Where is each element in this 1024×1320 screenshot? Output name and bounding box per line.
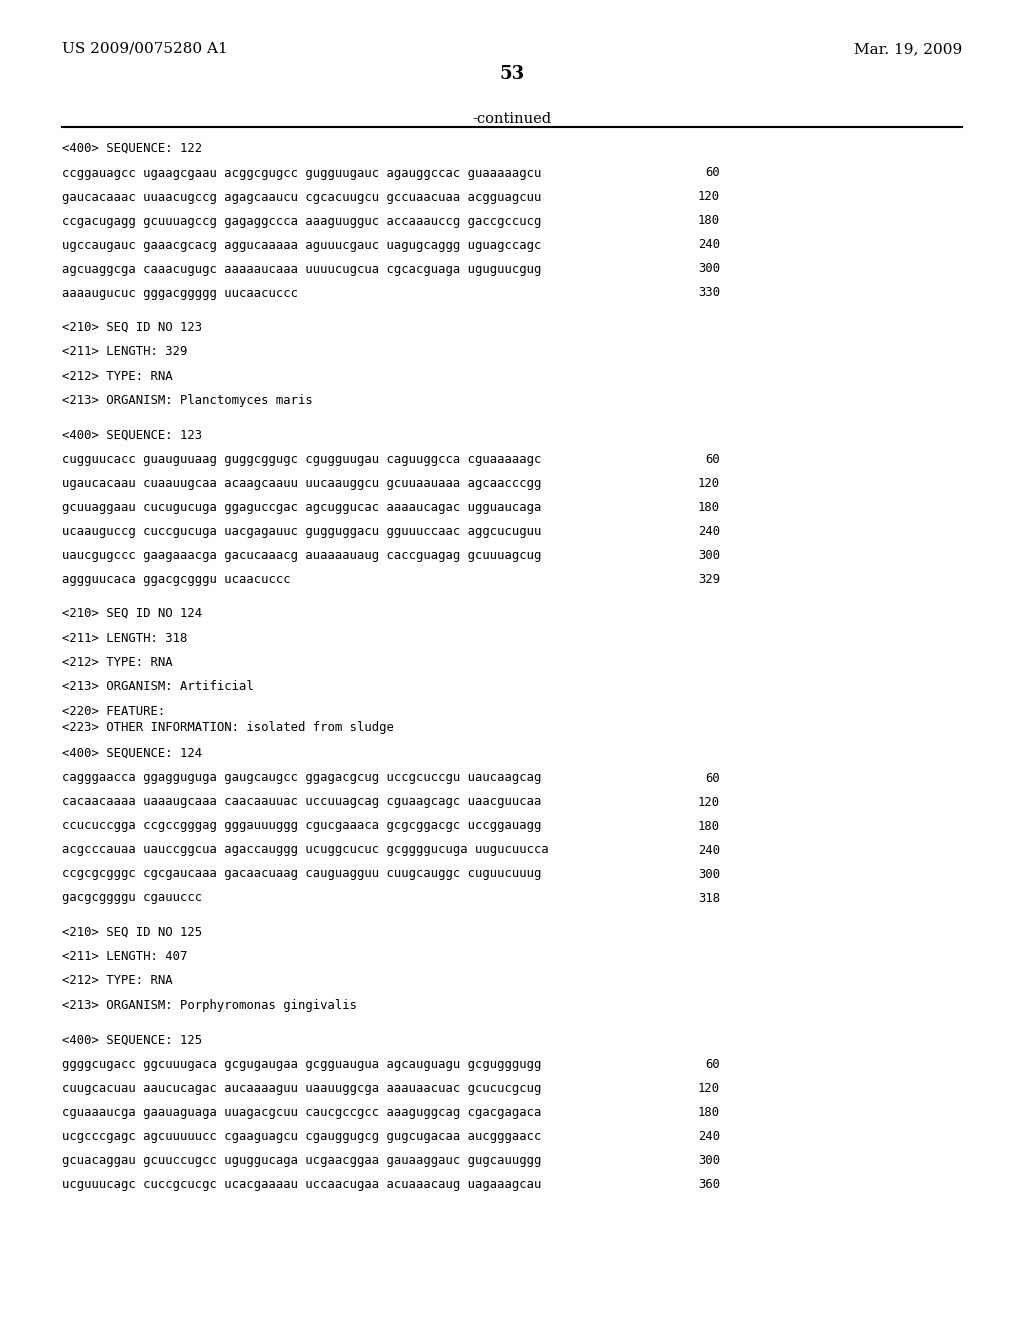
Text: 120: 120 xyxy=(698,1082,720,1096)
Text: 300: 300 xyxy=(698,549,720,562)
Text: 240: 240 xyxy=(698,1130,720,1143)
Text: <400> SEQUENCE: 123: <400> SEQUENCE: 123 xyxy=(62,429,202,441)
Text: cuugcacuau aaucucagac aucaaaaguu uaauuggcga aaauaacuac gcucucgcug: cuugcacuau aaucucagac aucaaaaguu uaauugg… xyxy=(62,1082,542,1096)
Text: <210> SEQ ID NO 124: <210> SEQ ID NO 124 xyxy=(62,607,202,620)
Text: ugccaugauc gaaacgcacg aggucaaaaa aguuucgauc uagugcaggg uguagccagc: ugccaugauc gaaacgcacg aggucaaaaa aguuucg… xyxy=(62,239,542,252)
Text: 53: 53 xyxy=(500,65,524,83)
Text: <213> ORGANISM: Planctomyces maris: <213> ORGANISM: Planctomyces maris xyxy=(62,393,312,407)
Text: 300: 300 xyxy=(698,263,720,276)
Text: <400> SEQUENCE: 122: <400> SEQUENCE: 122 xyxy=(62,143,202,154)
Text: <210> SEQ ID NO 123: <210> SEQ ID NO 123 xyxy=(62,321,202,334)
Text: <400> SEQUENCE: 125: <400> SEQUENCE: 125 xyxy=(62,1034,202,1047)
Text: <213> ORGANISM: Porphyromonas gingivalis: <213> ORGANISM: Porphyromonas gingivalis xyxy=(62,999,357,1012)
Text: ccgcgcgggc cgcgaucaaa gacaacuaag cauguagguu cuugcauggc cuguucuuug: ccgcgcgggc cgcgaucaaa gacaacuaag cauguag… xyxy=(62,867,542,880)
Text: 240: 240 xyxy=(698,843,720,857)
Text: ccgacugagg gcuuuagccg gagaggccca aaaguugguc accaaauccg gaccgccucg: ccgacugagg gcuuuagccg gagaggccca aaaguug… xyxy=(62,214,542,227)
Text: gcuacaggau gcuuccugcc uguggucaga ucgaacggaa gauaaggauc gugcauuggg: gcuacaggau gcuuccugcc uguggucaga ucgaacg… xyxy=(62,1154,542,1167)
Text: US 2009/0075280 A1: US 2009/0075280 A1 xyxy=(62,42,227,55)
Text: ucgcccgagc agcuuuuucc cgaaguagcu cgauggugcg gugcugacaa aucgggaacc: ucgcccgagc agcuuuuucc cgaaguagcu cgauggu… xyxy=(62,1130,542,1143)
Text: 329: 329 xyxy=(698,573,720,586)
Text: ccucuccgga ccgccgggag gggauuuggg cgucgaaaca gcgcggacgc uccggauagg: ccucuccgga ccgccgggag gggauuuggg cgucgaa… xyxy=(62,820,542,833)
Text: gacgcggggu cgauuccc: gacgcggggu cgauuccc xyxy=(62,891,202,904)
Text: ccggauagcc ugaagcgaau acggcgugcc gugguugauc agauggccac guaaaaagcu: ccggauagcc ugaagcgaau acggcgugcc gugguug… xyxy=(62,166,542,180)
Text: 360: 360 xyxy=(698,1177,720,1191)
Text: acgcccauaa uauccggcua agaccauggg ucuggcucuc gcggggucuga uugucuucca: acgcccauaa uauccggcua agaccauggg ucuggcu… xyxy=(62,843,549,857)
Text: agcuaggcga caaacugugc aaaaaucaaa uuuucugcua cgcacguaga uguguucgug: agcuaggcga caaacugugc aaaaaucaaa uuuucug… xyxy=(62,263,542,276)
Text: 120: 120 xyxy=(698,477,720,490)
Text: 60: 60 xyxy=(706,166,720,180)
Text: gcuuaggaau cucugucuga ggaguccgac agcuggucac aaaaucagac ugguaucaga: gcuuaggaau cucugucuga ggaguccgac agcuggu… xyxy=(62,502,542,513)
Text: 120: 120 xyxy=(698,190,720,203)
Text: <223> OTHER INFORMATION: isolated from sludge: <223> OTHER INFORMATION: isolated from s… xyxy=(62,721,394,734)
Text: 180: 180 xyxy=(698,1106,720,1119)
Text: Mar. 19, 2009: Mar. 19, 2009 xyxy=(854,42,962,55)
Text: gaucacaaac uuaacugccg agagcaaucu cgcacuugcu gccuaacuaa acgguagcuu: gaucacaaac uuaacugccg agagcaaucu cgcacuu… xyxy=(62,190,542,203)
Text: 240: 240 xyxy=(698,239,720,252)
Text: ucguuucagc cuccgcucgc ucacgaaaau uccaacugaa acuaaacaug uagaaagcau: ucguuucagc cuccgcucgc ucacgaaaau uccaacu… xyxy=(62,1177,542,1191)
Text: <213> ORGANISM: Artificial: <213> ORGANISM: Artificial xyxy=(62,681,254,693)
Text: 330: 330 xyxy=(698,286,720,300)
Text: cacaacaaaa uaaaugcaaa caacaauuac uccuuagcag cguaagcagc uaacguucaa: cacaacaaaa uaaaugcaaa caacaauuac uccuuag… xyxy=(62,796,542,808)
Text: cguaaaucga gaauaguaga uuagacgcuu caucgccgcc aaaguggcag cgacgagaca: cguaaaucga gaauaguaga uuagacgcuu caucgcc… xyxy=(62,1106,542,1119)
Text: <212> TYPE: RNA: <212> TYPE: RNA xyxy=(62,656,173,669)
Text: ugaucacaau cuaauugcaa acaagcaauu uucaauggcu gcuuaauaaa agcaacccgg: ugaucacaau cuaauugcaa acaagcaauu uucaaug… xyxy=(62,477,542,490)
Text: 180: 180 xyxy=(698,502,720,513)
Text: -continued: -continued xyxy=(472,112,552,125)
Text: ucaauguccg cuccgucuga uacgagauuc gugguggacu gguuuccaac aggcucuguu: ucaauguccg cuccgucuga uacgagauuc guggugg… xyxy=(62,525,542,539)
Text: <211> LENGTH: 318: <211> LENGTH: 318 xyxy=(62,631,187,644)
Text: 180: 180 xyxy=(698,214,720,227)
Text: <211> LENGTH: 329: <211> LENGTH: 329 xyxy=(62,345,187,358)
Text: 180: 180 xyxy=(698,820,720,833)
Text: <212> TYPE: RNA: <212> TYPE: RNA xyxy=(62,370,173,383)
Text: aggguucaca ggacgcgggu ucaacuccc: aggguucaca ggacgcgggu ucaacuccc xyxy=(62,573,291,586)
Text: 318: 318 xyxy=(698,891,720,904)
Text: <400> SEQUENCE: 124: <400> SEQUENCE: 124 xyxy=(62,747,202,760)
Text: <212> TYPE: RNA: <212> TYPE: RNA xyxy=(62,974,173,987)
Text: 60: 60 xyxy=(706,1059,720,1071)
Text: 60: 60 xyxy=(706,771,720,784)
Text: 300: 300 xyxy=(698,867,720,880)
Text: ggggcugacc ggcuuugaca gcgugaugaa gcgguaugua agcauguagu gcgugggugg: ggggcugacc ggcuuugaca gcgugaugaa gcgguau… xyxy=(62,1059,542,1071)
Text: <211> LENGTH: 407: <211> LENGTH: 407 xyxy=(62,950,187,964)
Text: 300: 300 xyxy=(698,1154,720,1167)
Text: 120: 120 xyxy=(698,796,720,808)
Text: <220> FEATURE:: <220> FEATURE: xyxy=(62,705,165,718)
Text: aaaaugucuc gggacggggg uucaacuccc: aaaaugucuc gggacggggg uucaacuccc xyxy=(62,286,298,300)
Text: uaucgugccc gaagaaacga gacucaaacg auaaaauaug caccguagag gcuuuagcug: uaucgugccc gaagaaacga gacucaaacg auaaaau… xyxy=(62,549,542,562)
Text: <210> SEQ ID NO 125: <210> SEQ ID NO 125 xyxy=(62,925,202,939)
Text: cagggaacca ggagguguga gaugcaugcc ggagacgcug uccgcuccgu uaucaagcag: cagggaacca ggagguguga gaugcaugcc ggagacg… xyxy=(62,771,542,784)
Text: 60: 60 xyxy=(706,453,720,466)
Text: cugguucacc guauguuaag guggcggugc cgugguugau caguuggcca cguaaaaagc: cugguucacc guauguuaag guggcggugc cgugguu… xyxy=(62,453,542,466)
Text: 240: 240 xyxy=(698,525,720,539)
